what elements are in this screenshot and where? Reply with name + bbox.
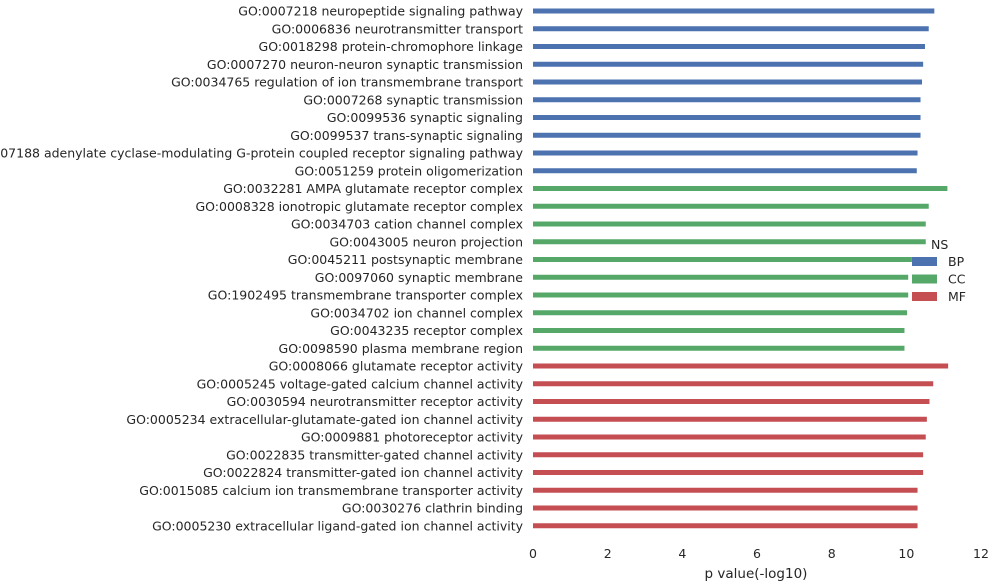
bar-mf [533, 505, 918, 511]
category-label: GO:0034702 ion channel complex [310, 305, 523, 320]
bar-bp [533, 26, 929, 32]
bar-cc [533, 292, 909, 298]
bar-bp [533, 79, 923, 85]
category-label: GO:0030276 clathrin binding [342, 501, 523, 516]
bar-mf [533, 487, 918, 493]
category-label: GO:0005245 voltage-gated calcium channel… [197, 376, 524, 391]
bar-mf [533, 381, 934, 387]
legend-label-bp: BP [948, 254, 965, 269]
category-label: GO:0008328 ionotropic glutamate receptor… [196, 199, 524, 214]
x-tick-label: 0 [529, 546, 537, 561]
category-label: GO:0015085 calcium ion transmembrane tra… [139, 483, 523, 498]
category-label: GO:0005234 extracellular-glutamate-gated… [126, 412, 523, 427]
bar-cc [533, 186, 948, 191]
bar-mf [533, 399, 930, 404]
category-label: GO:0034703 cation channel complex [291, 217, 523, 232]
bar-bp [533, 115, 921, 120]
legend: NS BP CC MF [912, 237, 966, 304]
legend-label-mf: MF [948, 289, 966, 304]
category-label: GO:0051259 protein oligomerization [295, 163, 523, 178]
bar-bp [533, 97, 921, 103]
bar-bp [533, 61, 924, 67]
category-label: GO:0007270 neuron-neuron synaptic transm… [207, 57, 523, 72]
category-label: GO:0043005 neuron projection [329, 234, 523, 249]
category-label: GO:0009881 photoreceptor activity [301, 430, 524, 445]
bar-mf [533, 523, 918, 529]
category-label: GO:0005230 extracellular ligand-gated io… [152, 518, 524, 533]
bar-cc [533, 203, 929, 209]
bar-cc [533, 328, 905, 333]
category-label: GO:0022835 transmitter-gated channel act… [226, 447, 523, 462]
bar-cc [533, 221, 926, 227]
legend-label-cc: CC [948, 272, 966, 287]
category-labels: GO:0007218 neuropeptide signaling pathwa… [0, 4, 524, 534]
category-label: GO:0018298 protein-chromophore linkage [259, 39, 524, 54]
category-label: GO:0032281 AMPA glutamate receptor compl… [223, 181, 523, 196]
category-label: GO:0008066 glutamate receptor activity [269, 359, 524, 374]
category-label: GO:0007268 synaptic transmission [303, 92, 523, 107]
category-label: GO:0099537 trans-synaptic signaling [290, 128, 523, 143]
category-label: GO:1902495 transmembrane transporter com… [208, 288, 523, 303]
category-label: GO:0006836 neurotransmitter transport [272, 21, 523, 36]
category-label: GO:0007218 neuropeptide signaling pathwa… [238, 4, 523, 19]
bar-cc [533, 310, 908, 316]
legend-swatch-bp [912, 257, 937, 266]
bar-cc [533, 345, 905, 351]
bar-mf [533, 434, 926, 440]
legend-swatch-mf [912, 292, 937, 301]
bar-bp [533, 168, 917, 174]
bar-mf [533, 416, 927, 422]
x-tick-label: 6 [753, 546, 761, 561]
category-label: GO:0099536 synaptic signaling [327, 110, 523, 125]
bar-mf [533, 470, 924, 475]
category-label: GO:0034765 regulation of ion transmembra… [171, 75, 523, 90]
category-label: GO:0098590 plasma membrane region [279, 341, 523, 356]
category-label: GO:0043235 receptor complex [330, 323, 523, 338]
bar-cc [533, 239, 926, 245]
x-axis-title: p value(-log10) [705, 566, 808, 582]
bar-bp [533, 44, 925, 49]
legend-swatch-cc [912, 274, 937, 284]
category-label: GO:0045211 postsynaptic membrane [288, 252, 524, 267]
bar-bp [533, 132, 921, 138]
bar-mf [533, 363, 949, 369]
category-label: GO:0007188 adenylate cyclase-modulating … [0, 146, 524, 161]
category-label: GO:0030594 neurotransmitter receptor act… [227, 394, 524, 409]
bar-cc [533, 257, 912, 262]
legend-title: NS [931, 237, 948, 252]
x-axis: 0 2 4 6 8 10 12 [529, 546, 989, 561]
category-label: GO:0097060 synaptic membrane [315, 270, 524, 285]
x-tick-label: 2 [604, 546, 612, 561]
bars-layer [533, 8, 949, 529]
bar-bp [533, 8, 935, 14]
bar-cc [533, 274, 909, 280]
x-tick-label: 10 [898, 546, 914, 561]
x-tick-label: 4 [678, 546, 686, 561]
x-tick-label: 8 [828, 546, 836, 561]
x-tick-label: 12 [973, 546, 989, 561]
category-label: GO:0022824 transmitter-gated ion channel… [203, 465, 524, 480]
bar-mf [533, 452, 924, 458]
bar-bp [533, 150, 918, 156]
